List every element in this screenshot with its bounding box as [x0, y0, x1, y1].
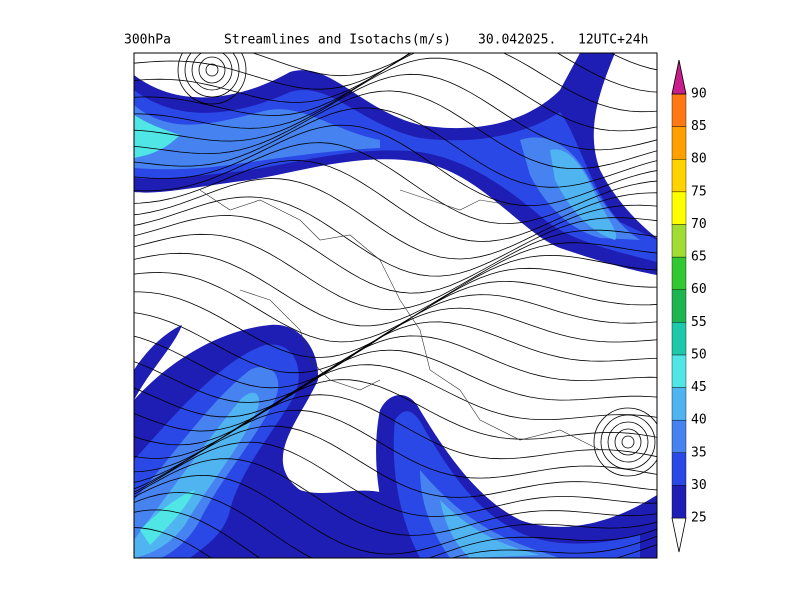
colorbar-label: 50	[691, 347, 707, 362]
streamline	[134, 252, 657, 327]
colorbar-low	[671, 517, 687, 553]
vortex-ring	[621, 435, 635, 449]
colorbar-label: 55	[691, 315, 707, 330]
vortex-ring	[198, 56, 226, 84]
streamline	[134, 160, 657, 242]
colorbar-label: 60	[691, 282, 707, 297]
colorbar-label: 70	[691, 217, 707, 232]
streamline	[134, 409, 657, 483]
streamline	[134, 142, 657, 225]
colorbar-label: 40	[691, 413, 707, 428]
colorbar-high	[671, 59, 687, 95]
colorbar-label: 80	[691, 152, 707, 167]
streamline	[134, 90, 657, 169]
colorbar-segment	[671, 322, 687, 356]
streamline	[134, 57, 657, 132]
level-label: 300hPa	[124, 33, 171, 48]
colorbar-label: 85	[691, 119, 707, 134]
colorbar-label: 65	[691, 250, 707, 265]
colorbar-label: 35	[691, 445, 707, 460]
streamline	[134, 474, 657, 555]
streamline	[134, 196, 657, 277]
colorbar-segment	[671, 159, 687, 193]
streamline	[134, 233, 657, 311]
streamline	[134, 458, 657, 536]
colorbar-segment	[671, 419, 687, 453]
streamline	[134, 509, 657, 558]
colorbar-segment	[671, 93, 687, 127]
streamline	[134, 124, 657, 207]
streamline	[134, 215, 657, 294]
vortex-ring	[184, 53, 240, 98]
colorbar-segment	[671, 289, 687, 323]
vortex-ring	[600, 414, 656, 470]
vortex-ring	[177, 53, 247, 105]
streamline	[134, 491, 657, 558]
streamline	[134, 441, 657, 517]
colorbar-segment	[671, 126, 687, 160]
colorbar-label: 75	[691, 184, 707, 199]
streamline	[134, 321, 657, 403]
streamline	[134, 73, 657, 151]
colorbar-label: 25	[691, 511, 707, 526]
streamline	[134, 364, 657, 446]
streamline	[134, 53, 657, 103]
vortex-ring	[607, 421, 649, 463]
coastlines	[199, 189, 601, 451]
streamlines	[134, 53, 657, 558]
colorbar-segment	[671, 452, 687, 486]
colorbar-label: 45	[691, 380, 707, 395]
colorbar-segment	[671, 224, 687, 258]
streamline	[134, 379, 657, 459]
vortex-ring	[593, 407, 657, 477]
colorbar: 25 30 35 40 45 50 55 60 65 70 75 80 85 90	[671, 59, 707, 553]
date-label: 30.042025.	[478, 33, 556, 48]
colorbar-segment	[671, 387, 687, 421]
streamline	[134, 53, 657, 116]
map	[134, 53, 657, 558]
streamline	[134, 107, 657, 188]
colorbar-label: 30	[691, 478, 707, 493]
vortex-ring	[614, 428, 642, 456]
colorbar-segment	[671, 256, 687, 290]
colorbar-segment	[671, 354, 687, 388]
colorbar-segment	[671, 191, 687, 225]
streamline	[134, 307, 657, 389]
colorbar-label: 90	[691, 87, 707, 102]
vortex-ring	[191, 53, 233, 91]
vortex-ring	[205, 63, 219, 77]
streamline	[134, 335, 657, 418]
streamline	[134, 267, 657, 343]
streamline	[134, 425, 657, 498]
colorbar-segment	[671, 485, 687, 519]
streamline	[134, 178, 657, 260]
map-frame	[133, 52, 658, 559]
streamline	[134, 349, 657, 432]
streamline	[251, 53, 412, 77]
run-label: 12UTC+24h	[578, 33, 648, 48]
map-title: Streamlines and Isotachs(m/s)	[224, 33, 451, 48]
